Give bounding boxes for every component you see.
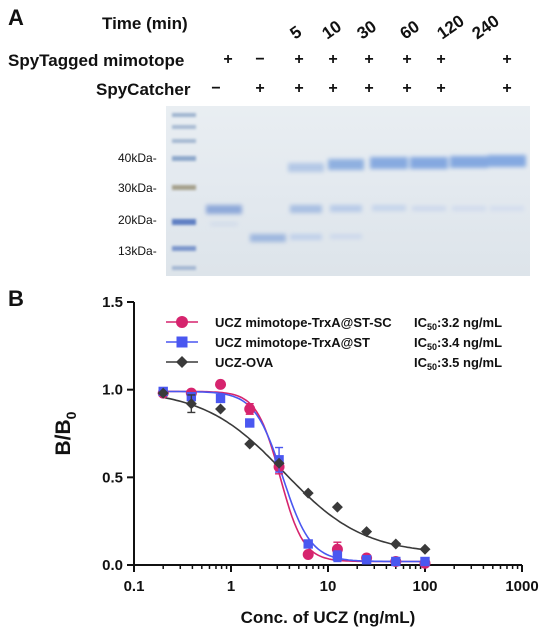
data-point-series-3 — [419, 543, 431, 555]
data-point-series-3 — [273, 457, 285, 469]
fit-curve-series-2 — [163, 390, 425, 563]
ic50-prefix: IC — [414, 335, 428, 350]
ic50-prefix: IC — [414, 315, 428, 330]
data-point-series-3 — [215, 403, 227, 415]
reaction-lane-bands — [288, 155, 526, 240]
data-point-series-2 — [361, 555, 372, 565]
sign-cell: + — [502, 51, 512, 68]
ladder-lane — [172, 113, 196, 270]
data-point-series-3 — [361, 526, 373, 538]
fit-curve-series-1 — [163, 390, 425, 563]
marker-label-40kda: 40kDa- — [118, 151, 157, 165]
ic50-subscript: 50 — [427, 342, 437, 352]
lane-1-bands — [206, 205, 242, 226]
sign-cell: + — [328, 80, 338, 97]
panel-b-letter: B — [8, 286, 24, 311]
chart-axes: 0.0 0.5 1.0 1.5 0.1 1 10 100 1000 — [102, 294, 539, 595]
sign-cell: + — [328, 51, 338, 68]
panel-a-letter: A — [8, 5, 24, 30]
data-point-series-2 — [215, 393, 226, 404]
time-value: 60 — [396, 16, 423, 44]
legend-label: UCZ-OVA — [215, 355, 274, 370]
data-point-series-2 — [245, 418, 255, 428]
sign-cell: + — [364, 80, 374, 97]
row-label-spycatcher: SpyCatcher — [96, 80, 191, 99]
y-tick-label: 0.0 — [102, 557, 123, 574]
sign-cell: − — [211, 80, 221, 97]
ic50-value: :3.4 ng/mL — [437, 335, 502, 350]
time-value: 120 — [433, 11, 468, 44]
sds-page-gel-image — [166, 106, 530, 276]
data-points — [157, 378, 431, 569]
y-axis-label-main: B/B — [52, 419, 75, 455]
x-tick-label: 1000 — [505, 578, 538, 595]
y-tick-label: 0.5 — [102, 469, 123, 486]
time-value: 10 — [318, 16, 345, 44]
data-point-series-3 — [390, 538, 402, 550]
fit-curve-series-3 — [163, 396, 426, 551]
data-point-series-1 — [215, 378, 227, 390]
time-value: 240 — [468, 11, 503, 44]
sign-cell: + — [402, 51, 412, 68]
data-point-series-3 — [157, 387, 169, 399]
marker-label-30kda: 30kDa- — [118, 181, 157, 195]
data-point-series-2 — [303, 539, 313, 549]
sign-cell: + — [294, 80, 304, 97]
y-tick-label: 1.0 — [102, 382, 123, 399]
time-value: 5 — [286, 22, 306, 44]
ic50-prefix: IC — [414, 355, 428, 370]
data-point-series-2 — [420, 556, 430, 567]
legend-marker — [176, 336, 188, 348]
sign-cell: + — [223, 51, 233, 68]
y-axis-label-subscript: 0 — [63, 411, 79, 419]
data-point-series-3 — [244, 438, 256, 450]
data-point-series-2 — [332, 551, 343, 561]
data-point-series-3 — [302, 487, 314, 499]
marker-label-13kda: 13kDa- — [118, 244, 157, 258]
sign-cell: + — [294, 51, 304, 68]
chart-legend: UCZ mimotope-TrxA@ST-SC IC50:3.2 ng/mLUCZ… — [166, 315, 502, 372]
ic50-subscript: 50 — [427, 362, 437, 372]
x-tick-label: 0.1 — [124, 578, 145, 595]
lane-2-bands — [250, 234, 286, 242]
legend-label: UCZ mimotope-TrxA@ST-SC — [215, 315, 392, 330]
ic50-value: :3.2 ng/mL — [437, 315, 502, 330]
data-point-series-1 — [302, 548, 314, 560]
legend-marker — [176, 356, 188, 368]
sign-cell: + — [364, 51, 374, 68]
ic50-value: :3.5 ng/mL — [437, 355, 502, 370]
legend-marker — [176, 316, 188, 328]
legend-ic50: IC50:3.2 ng/mL — [414, 315, 502, 332]
x-tick-label: 100 — [412, 578, 437, 595]
x-tick-label: 10 — [320, 578, 337, 595]
data-point-series-3 — [185, 398, 197, 410]
row-label-spytagged: SpyTagged mimotope — [8, 51, 185, 70]
x-tick-label: 1 — [227, 578, 235, 595]
legend-label: UCZ mimotope-TrxA@ST — [215, 335, 370, 350]
legend-ic50: IC50:3.5 ng/mL — [414, 355, 502, 372]
time-label: Time (min) — [102, 14, 188, 33]
ic50-subscript: 50 — [427, 322, 437, 332]
sign-cell: + — [436, 80, 446, 97]
data-point-series-3 — [331, 501, 343, 513]
y-tick-label: 1.5 — [102, 294, 123, 311]
y-axis-label: B/B0 — [52, 411, 79, 455]
x-axis-label: Conc. of UCZ (ng/mL) — [241, 608, 416, 627]
competitive-elisa-chart: 0.0 0.5 1.0 1.5 0.1 1 10 100 1000 UCZ mimotope-T… — [52, 294, 539, 627]
sign-cell: + — [436, 51, 446, 68]
sign-cell: + — [402, 80, 412, 97]
marker-label-20kda: 20kDa- — [118, 213, 157, 227]
data-point-series-2 — [391, 556, 401, 567]
data-point-series-1 — [244, 403, 256, 415]
sign-cell: + — [502, 80, 512, 97]
sign-cell: − — [255, 51, 265, 68]
legend-ic50: IC50:3.4 ng/mL — [414, 335, 502, 352]
time-value: 30 — [353, 16, 380, 44]
fit-curves — [163, 390, 426, 563]
sign-cell: + — [255, 80, 265, 97]
